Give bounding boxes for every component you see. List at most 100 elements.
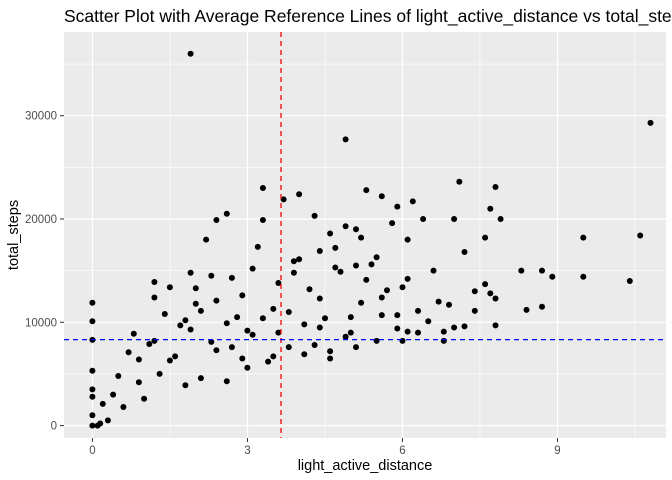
data-point	[353, 262, 359, 269]
data-point	[161, 311, 168, 317]
data-point	[104, 417, 111, 424]
data-point	[213, 347, 220, 354]
data-point	[89, 367, 96, 374]
data-point	[363, 187, 370, 194]
data-point	[89, 422, 96, 429]
data-point	[435, 298, 442, 305]
y-tick-label: 0	[51, 421, 57, 433]
data-point	[492, 322, 499, 329]
data-point	[156, 370, 163, 377]
data-point	[347, 314, 354, 321]
data-point	[425, 318, 432, 325]
x-tick-label: 6	[399, 445, 405, 457]
data-point	[125, 349, 132, 356]
data-point	[342, 136, 349, 143]
data-point	[275, 329, 282, 336]
data-point	[197, 307, 204, 314]
data-point	[378, 294, 385, 301]
data-point	[482, 234, 489, 241]
data-point	[358, 299, 365, 306]
data-point	[182, 317, 189, 324]
data-point	[270, 305, 277, 312]
y-tick-label: 30000	[25, 111, 57, 123]
data-point	[394, 203, 401, 210]
data-point	[440, 337, 447, 344]
data-point	[177, 322, 184, 329]
data-point	[373, 254, 380, 261]
data-point	[192, 285, 199, 292]
data-point	[141, 395, 148, 402]
data-points	[89, 50, 654, 429]
data-point	[316, 248, 323, 254]
data-point	[580, 273, 587, 280]
data-point	[146, 341, 153, 347]
data-point	[327, 230, 334, 237]
data-point	[492, 295, 499, 302]
data-point	[353, 226, 359, 233]
data-point	[228, 344, 235, 351]
data-point	[187, 269, 194, 276]
data-point	[342, 333, 349, 340]
data-point	[378, 312, 385, 319]
data-point	[203, 236, 210, 243]
reference-lines	[64, 32, 666, 438]
data-point	[637, 232, 644, 239]
data-point	[549, 273, 556, 280]
data-point	[487, 205, 494, 212]
data-point	[394, 325, 401, 332]
data-point	[415, 307, 421, 314]
data-point	[580, 234, 587, 241]
data-point	[244, 327, 251, 334]
data-point	[208, 272, 215, 279]
data-point	[208, 338, 215, 345]
data-point	[259, 315, 266, 322]
x-tick-label: 0	[89, 445, 95, 457]
data-point	[461, 323, 468, 330]
data-point	[332, 244, 339, 251]
data-point	[259, 185, 266, 191]
data-point	[306, 286, 313, 293]
data-point	[461, 249, 468, 255]
data-point	[296, 191, 303, 198]
data-point	[316, 324, 323, 331]
data-point	[239, 355, 246, 362]
data-point	[192, 300, 199, 307]
data-point	[440, 328, 447, 335]
data-point	[316, 295, 323, 302]
data-point	[373, 337, 380, 344]
data-point	[265, 358, 272, 365]
data-point	[471, 307, 478, 314]
data-point	[270, 353, 277, 360]
data-point	[539, 267, 545, 274]
data-point	[399, 337, 406, 344]
data-point	[228, 274, 235, 281]
data-point	[337, 268, 344, 275]
data-point	[197, 375, 204, 382]
data-point	[497, 216, 504, 222]
data-point	[399, 284, 406, 291]
data-point	[409, 198, 416, 205]
data-point	[290, 269, 297, 276]
data-point	[296, 256, 303, 263]
data-point	[430, 267, 437, 274]
data-point	[151, 294, 158, 301]
data-point	[492, 184, 499, 190]
data-point	[301, 321, 308, 328]
y-axis-ticks: 0 10000 20000 30000	[25, 111, 64, 433]
data-point	[135, 379, 142, 386]
data-point	[244, 364, 251, 371]
data-point	[130, 330, 137, 337]
data-point	[182, 382, 189, 389]
data-point	[404, 236, 411, 243]
data-point	[404, 275, 411, 282]
data-point	[151, 279, 158, 285]
data-point	[285, 344, 292, 351]
data-point	[187, 50, 194, 57]
data-point	[311, 342, 318, 348]
data-point	[166, 357, 173, 364]
data-point	[327, 348, 334, 355]
data-point	[301, 351, 308, 358]
data-point	[115, 373, 122, 379]
data-point	[234, 314, 241, 321]
